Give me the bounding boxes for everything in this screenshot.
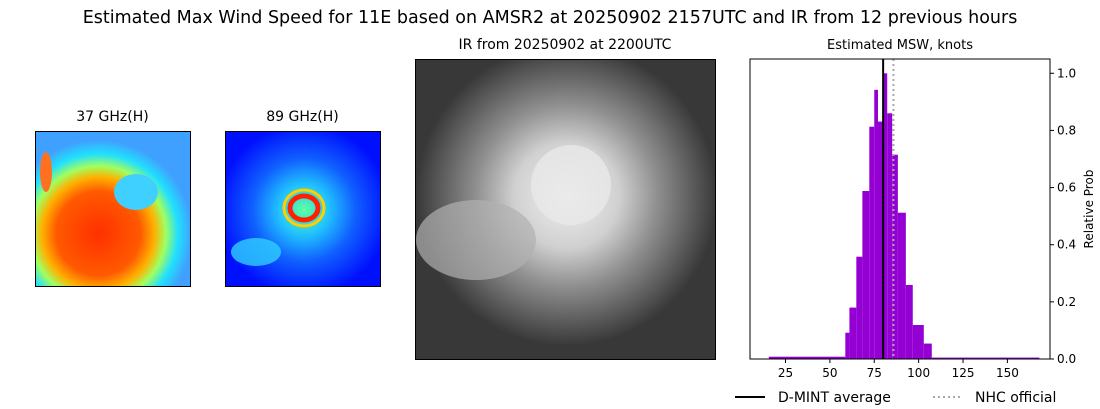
- ir-title: IR from 20250902 at 2200UTC: [458, 37, 672, 53]
- y-tick-label: 0.4: [1057, 238, 1076, 252]
- y-axis-label: Relative Prob: [1082, 170, 1096, 249]
- ghz89-title: 89 GHz(H): [266, 109, 339, 125]
- x-tick-label: 75: [867, 366, 882, 380]
- x-tick-label: 150: [996, 366, 1019, 380]
- figure-title: Estimated Max Wind Speed for 11E based o…: [82, 8, 1018, 28]
- histogram-bar: [923, 343, 932, 359]
- plot-frame: [749, 58, 1051, 360]
- legend-nhc-label: NHC official: [975, 390, 1056, 406]
- histogram-bar: [862, 191, 870, 359]
- x-tick-label: 125: [952, 366, 975, 380]
- ir-image: [415, 59, 716, 360]
- y-tick-label: 1.0: [1057, 66, 1076, 80]
- histogram-chart: 25 50 75 100 125 150 0.0 0.2 0.4 0.6 0.8 1.0 Relativ…: [735, 58, 1096, 406]
- histogram-bar: [892, 154, 898, 359]
- histogram-bar: [856, 256, 863, 359]
- histogram-bar: [882, 73, 888, 360]
- histogram-bar: [887, 113, 893, 360]
- histogram-bar: [874, 89, 878, 359]
- ghz37-image: [35, 131, 191, 287]
- y-tick-label: 0.8: [1057, 123, 1076, 137]
- x-tick-label: 25: [778, 366, 793, 380]
- ghz89-image: [225, 131, 381, 287]
- y-tick-label: 0.6: [1057, 181, 1076, 195]
- histogram-bar: [845, 332, 850, 359]
- histogram-bar: [768, 356, 846, 359]
- histogram-bar: [897, 212, 906, 359]
- histogram-bar: [877, 121, 883, 359]
- ghz37-title: 37 GHz(H): [76, 109, 149, 125]
- histogram-bar: [849, 307, 857, 359]
- histogram-bar: [931, 357, 1040, 359]
- y-tick-label: 0.0: [1057, 352, 1076, 366]
- histogram-bar: [869, 126, 875, 359]
- legend-dmint-label: D-MINT average: [778, 390, 891, 406]
- x-tick-label: 50: [822, 366, 837, 380]
- histogram-bar: [912, 325, 924, 359]
- x-tick-label: 100: [907, 366, 930, 380]
- histogram-title: Estimated MSW, knots: [827, 38, 973, 53]
- y-tick-label: 0.2: [1057, 295, 1076, 309]
- histogram-bar: [905, 285, 913, 359]
